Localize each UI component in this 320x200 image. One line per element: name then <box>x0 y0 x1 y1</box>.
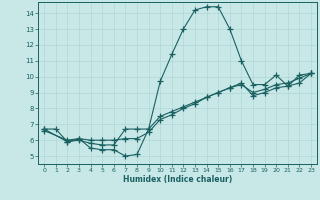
X-axis label: Humidex (Indice chaleur): Humidex (Indice chaleur) <box>123 175 232 184</box>
